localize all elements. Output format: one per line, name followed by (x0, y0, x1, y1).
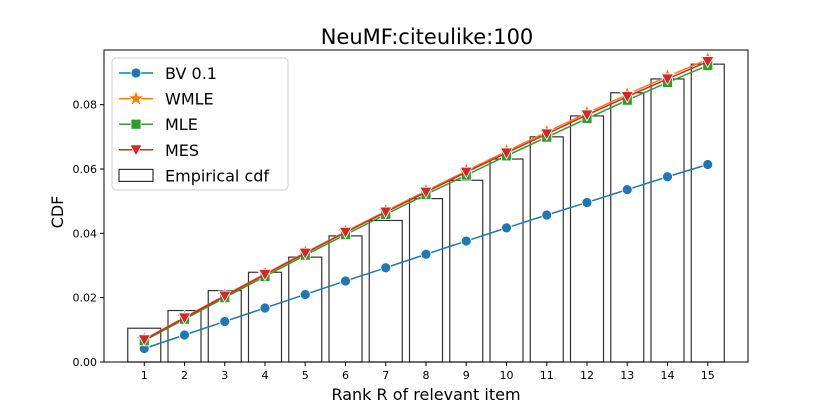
data-point (420, 248, 432, 260)
y-tick-label: 0.00 (73, 356, 98, 369)
series-mes (137, 56, 715, 347)
legend-item-bv-0-1: BV 0.1 (119, 64, 217, 83)
data-point (541, 209, 553, 221)
x-tick-label: 8 (423, 369, 430, 382)
data-point (459, 166, 473, 180)
x-tick-label: 4 (262, 369, 269, 382)
x-tick-label: 15 (701, 369, 715, 382)
legend-marker (127, 89, 145, 106)
x-tick-label: 9 (463, 369, 470, 382)
data-point (380, 262, 392, 274)
data-point (662, 171, 673, 183)
data-point (499, 147, 514, 160)
data-point (218, 290, 232, 303)
data-point (259, 302, 271, 314)
x-tick-label: 3 (221, 369, 228, 382)
x-tick-label: 12 (580, 369, 594, 382)
data-point (460, 235, 472, 247)
empirical-cdf-bar (328, 235, 363, 363)
legend-swatch (118, 168, 154, 182)
empirical-cdf-bar (569, 115, 605, 363)
empirical-cdf-bar (408, 198, 444, 363)
x-tick-label: 11 (540, 369, 554, 382)
x-tick-label: 13 (620, 369, 634, 382)
empirical-cdf-bar (529, 136, 564, 363)
y-tick-label: 0.08 (73, 99, 98, 112)
legend-marker (130, 118, 142, 130)
legend-item-wmle: WMLE (119, 90, 214, 109)
y-tick-label: 0.06 (73, 163, 98, 176)
empirical-cdf-bar (690, 63, 725, 363)
data-point (258, 269, 272, 282)
data-point (701, 56, 715, 69)
legend-marker (130, 67, 142, 79)
y-tick-label: 0.02 (73, 292, 98, 305)
empirical-cdf-bar (489, 158, 524, 363)
legend-item-empirical-cdf: Empirical cdf (118, 166, 269, 185)
x-tick-label: 6 (342, 369, 349, 382)
data-point (137, 334, 151, 347)
y-axis-label: CDF (48, 196, 67, 229)
empirical-cdf-bar (368, 219, 403, 363)
data-point (501, 222, 512, 234)
x-tick-label: 2 (181, 369, 188, 382)
empirical-cdf-bar (610, 92, 645, 363)
data-point (702, 159, 714, 170)
legend-label: WMLE (165, 90, 214, 109)
data-point (177, 312, 192, 325)
data-point (340, 275, 351, 287)
empirical-cdf-bar (449, 179, 484, 363)
legend-box (111, 57, 289, 191)
data-point (581, 197, 593, 208)
empirical-cdf-bar (650, 78, 685, 363)
data-point (219, 316, 231, 327)
data-point (621, 184, 633, 195)
x-tick-label: 14 (661, 369, 675, 382)
y-tick-label: 0.04 (73, 227, 98, 240)
legend-label: MLE (165, 115, 198, 134)
legend-item-mle: MLE (119, 115, 198, 134)
data-point (298, 247, 312, 261)
empirical-cdf-bar (247, 271, 283, 363)
x-tick-label: 7 (382, 369, 389, 382)
data-point (299, 289, 311, 300)
legend-label: Empirical cdf (165, 166, 269, 185)
chart-title: NeuMF:citeulike:100 (321, 25, 534, 49)
data-point (620, 91, 634, 104)
x-axis-label: Rank R of relevant item (331, 385, 520, 404)
x-tick-label: 10 (500, 369, 514, 382)
legend-label: BV 0.1 (165, 64, 217, 83)
empirical-cdf-bar (288, 256, 323, 363)
data-point (580, 109, 594, 122)
legend: BV 0.1 WMLE MLE MES Empirical cdf (111, 57, 289, 191)
plot-area (103, 49, 749, 363)
x-tick-label: 5 (302, 369, 309, 382)
data-point (540, 128, 554, 141)
x-tick-label: 1 (141, 369, 148, 382)
x-axis: 1 2 3 4 5 6 7 8 9 10 11 12 13 14 15 (141, 362, 715, 382)
data-point (179, 329, 190, 341)
data-point (419, 186, 433, 200)
data-point (660, 73, 675, 86)
legend-item-mes: MES (119, 141, 199, 160)
data-point (379, 206, 393, 219)
y-axis: 0.00 0.02 0.04 0.06 0.08 (73, 99, 104, 369)
legend-marker (129, 144, 143, 157)
legend-label: MES (165, 141, 199, 160)
data-point (338, 226, 353, 240)
